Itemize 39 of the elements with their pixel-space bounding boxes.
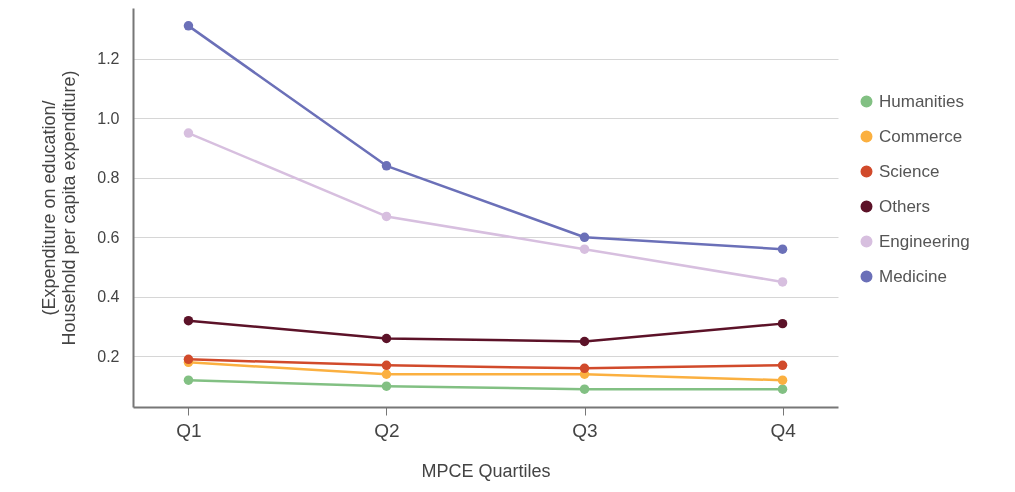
legend-label: Engineering (879, 231, 970, 251)
point (777, 277, 788, 287)
point (183, 375, 194, 385)
legend-label: Medicine (879, 266, 948, 286)
x-tick-label: Q4 (770, 419, 797, 441)
point (777, 360, 788, 371)
point (579, 363, 590, 374)
y-tick-label: 0.8 (97, 169, 120, 187)
point (381, 161, 392, 171)
point (777, 244, 788, 254)
point (777, 318, 788, 329)
point (777, 384, 788, 394)
y-tick-label: 0.2 (97, 347, 120, 365)
legend-label: Humanities (879, 91, 965, 111)
point (183, 128, 194, 138)
point (579, 336, 590, 347)
point (579, 232, 590, 243)
point (381, 211, 392, 222)
legend-label: Science (879, 161, 940, 181)
point (381, 369, 392, 379)
point (381, 381, 392, 391)
point (777, 375, 788, 385)
legend-label: Commerce (879, 126, 963, 146)
x-axis-title: MPCE Quartiles (421, 460, 551, 481)
y-tick-label: 0.4 (97, 288, 120, 306)
point (381, 360, 392, 371)
x-tick-label: Q1 (176, 419, 202, 441)
y-tick-label: 1.0 (97, 109, 120, 127)
legend-label: Others (879, 196, 931, 216)
x-tick-label: Q2 (374, 419, 400, 441)
point (579, 384, 590, 394)
x-tick-label: Q3 (572, 419, 598, 441)
y-tick-label: 0.6 (97, 228, 120, 246)
point (183, 21, 194, 31)
y-tick-label: 1.2 (97, 50, 120, 68)
point (183, 315, 194, 326)
y-axis-title: (Expenditure on education/ Household per capita expenditure) (39, 70, 80, 346)
point (381, 333, 392, 344)
point (579, 244, 590, 254)
